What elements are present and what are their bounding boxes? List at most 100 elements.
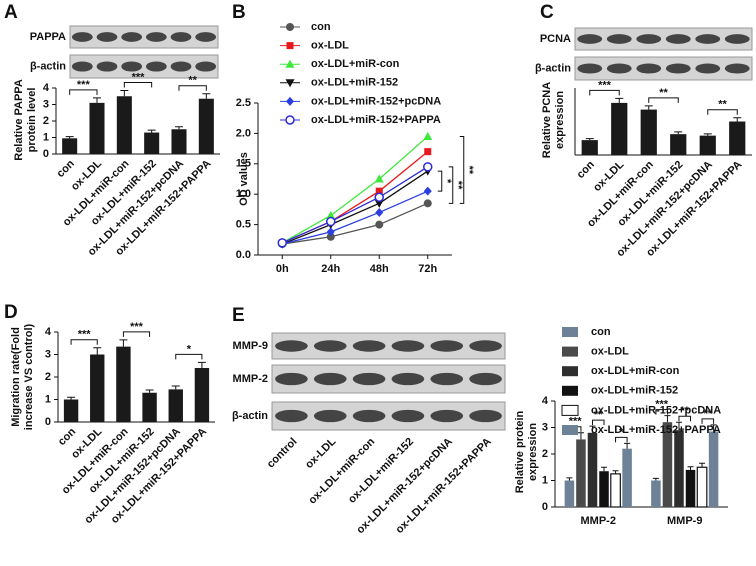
bar <box>62 138 78 154</box>
point <box>326 216 336 227</box>
blot-band <box>275 372 308 386</box>
legend-marker <box>285 79 295 88</box>
error-bar <box>664 415 671 423</box>
bar <box>651 480 661 507</box>
blot-band <box>352 409 386 423</box>
error-bar <box>675 421 682 431</box>
error-bar <box>577 432 584 440</box>
point <box>326 227 335 237</box>
legend-swatch <box>561 404 579 416</box>
significance-bracket <box>122 331 151 337</box>
error-bar <box>65 136 74 139</box>
y-tick-label: 3 <box>43 98 49 110</box>
blot-strip <box>271 332 506 360</box>
blot-band <box>195 32 217 42</box>
legend-swatch <box>562 327 578 337</box>
significance-label: *** <box>598 79 612 91</box>
blot-band <box>577 34 603 44</box>
point <box>374 174 384 183</box>
significance-bracket <box>437 170 443 192</box>
y-tick-label: 2.0 <box>236 127 251 139</box>
x-tick-label: 0h <box>276 263 289 275</box>
y-tick-label: 0 <box>45 416 51 428</box>
y-tick-label: 1 <box>45 393 51 405</box>
y-axis-label: OD values <box>238 152 250 206</box>
significance-bracket <box>175 353 203 360</box>
panel-letter: A <box>4 2 18 23</box>
bar <box>670 134 687 155</box>
error-bar <box>93 347 102 355</box>
panel-letter: B <box>232 2 246 23</box>
y-tick-label: 0.0 <box>236 249 251 261</box>
blot-band <box>313 340 347 352</box>
blot-band <box>170 61 192 72</box>
legend-label: ox-LDL+miR-152+PAPPA <box>311 114 441 126</box>
blot-label: PCNA <box>540 33 571 45</box>
y-axis-label: increase VS control) <box>23 323 35 430</box>
blot-band <box>695 63 721 74</box>
legend-label: ox-LDL <box>311 40 349 52</box>
significance-bracket <box>69 89 98 95</box>
blot-band <box>724 63 750 74</box>
point <box>374 192 384 202</box>
bar <box>116 346 131 422</box>
y-tick-label: 4 <box>43 82 50 94</box>
legend-label: ox-LDL+miR-152+pcDNA <box>591 404 721 416</box>
blot-band <box>71 32 93 42</box>
error-bar <box>93 97 101 103</box>
point <box>375 187 383 195</box>
y-tick-label: 0 <box>43 148 49 160</box>
blot-band <box>430 372 464 386</box>
panel-letter: D <box>4 302 18 323</box>
bar <box>587 432 598 507</box>
point <box>424 148 432 156</box>
legend-swatch <box>562 346 578 357</box>
y-tick-label: 3 <box>542 421 548 433</box>
point <box>277 238 287 248</box>
bar <box>198 98 214 154</box>
bar <box>729 121 746 155</box>
blot-band <box>665 34 691 44</box>
blot-strip <box>69 25 219 49</box>
blot-band <box>391 340 425 352</box>
y-tick-label: 1 <box>43 131 49 143</box>
blot-band <box>577 63 603 74</box>
blot-band <box>275 409 308 423</box>
y-tick-label: 3 <box>45 348 51 360</box>
y-axis-label: Relative protein <box>514 410 526 493</box>
blot-band <box>352 340 386 352</box>
y-axis-label: Relative PCNA <box>541 82 553 158</box>
bar <box>576 439 586 507</box>
legend-marker <box>286 42 294 50</box>
blot-label: MMP-2 <box>233 373 268 385</box>
bar <box>564 480 575 507</box>
blot-band <box>145 32 167 42</box>
error-bar <box>119 339 128 347</box>
significance-bracket <box>589 89 620 96</box>
error-bar <box>710 424 717 432</box>
y-tick-label: 1.0 <box>236 188 251 200</box>
legend-swatch <box>562 385 578 396</box>
line <box>281 135 429 244</box>
y-tick-label: 1.5 <box>236 158 251 170</box>
significance-label: *** <box>569 416 583 428</box>
line <box>282 202 429 245</box>
significance-label: *** <box>78 329 92 341</box>
significance-label: ** <box>463 166 475 175</box>
blot-band <box>636 63 662 74</box>
x-tick-label: con <box>575 158 598 181</box>
legend-label: ox-LDL+miR-152 <box>591 385 678 397</box>
blot-band <box>606 34 632 44</box>
blot-band <box>469 372 502 386</box>
error-bar <box>703 133 712 136</box>
panel-letter: C <box>540 2 554 23</box>
bar <box>610 473 621 508</box>
legend-marker <box>286 96 294 106</box>
legend-label: ox-LDL <box>591 346 629 358</box>
error-bar <box>687 466 694 470</box>
blot-band <box>170 32 192 42</box>
bar <box>685 469 696 507</box>
significance-bracket <box>178 85 207 91</box>
point <box>423 162 433 172</box>
